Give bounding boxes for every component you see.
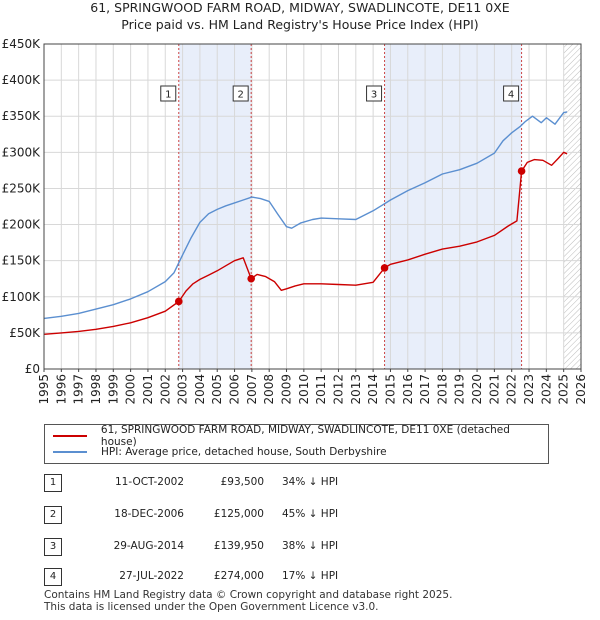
x-tick-label: 2005 (210, 374, 224, 405)
x-tick-label: 2024 (539, 374, 553, 405)
chart-title: 61, SPRINGWOOD FARM ROAD, MIDWAY, SWADLI… (90, 0, 510, 15)
sale-label-box-4 (503, 85, 520, 102)
sale-point-1 (174, 297, 183, 306)
sale-label-box-1 (160, 85, 177, 102)
legend-entry-price: 61, SPRINGWOOD FARM ROAD, MIDWAY, SWADLI… (53, 424, 548, 448)
x-tick-label: 1995 (37, 374, 51, 405)
x-tick-label: 2003 (176, 374, 190, 405)
transaction-price: £93,500 (220, 476, 264, 488)
sale-point-4 (517, 167, 526, 175)
legend-entry-hpi: HPI: Average price, detached house, Sout… (53, 444, 387, 460)
legend-swatch-price (53, 435, 87, 437)
transaction-number: 2 (44, 506, 62, 524)
x-tick-label: 2002 (158, 374, 172, 405)
y-tick-label: £250K (2, 181, 42, 195)
legend-label-hpi: HPI: Average price, detached house, Sout… (101, 446, 387, 458)
transaction-number: 4 (44, 568, 62, 586)
x-tick-label: 2007 (245, 374, 259, 405)
x-tick-label: 2020 (470, 374, 484, 405)
y-tick-label: £150K (2, 254, 42, 268)
sale-label-box-2 (232, 85, 249, 102)
x-tick-label: 2004 (193, 374, 207, 405)
price-chart: 1 2 3 4 £0 £50K £100K £150K £200K £250K £300K £350K… (2, 37, 588, 405)
x-tick-label: 1996 (54, 374, 68, 405)
table-row: 1 11-OCT-2002 £93,500 34% ↓ HPI (44, 474, 444, 492)
legend-label-price: 61, SPRINGWOOD FARM ROAD, MIDWAY, SWADLI… (100, 424, 510, 448)
y-tick-label: £400K (2, 73, 42, 87)
sale-label-box-3 (366, 85, 383, 102)
y-tick-label: £50K (9, 326, 41, 340)
x-tick-label: 2017 (418, 374, 432, 405)
transaction-hpi-diff: 38% ↓ HPI (282, 540, 339, 552)
sale-label-3: 3 (371, 90, 377, 101)
transaction-number: 3 (44, 538, 62, 556)
x-tick-label: 2006 (228, 374, 242, 405)
x-tick-label: 2012 (331, 374, 345, 405)
x-tick-label: 2013 (349, 374, 363, 405)
transaction-date: 29-AUG-2014 (113, 540, 184, 552)
x-tick-label: 2023 (522, 374, 536, 405)
table-row: 2 18-DEC-2006 £125,000 45% ↓ HPI (44, 506, 444, 524)
x-tick-label: 1999 (106, 374, 120, 405)
x-tick-label: 2001 (141, 374, 155, 405)
plot-frame (43, 43, 582, 370)
footer: Contains HM Land Registry data © Crown c… (44, 589, 452, 613)
shaded-range-2 (384, 44, 522, 369)
sale-label-2: 2 (237, 90, 243, 101)
x-tick-label: 2014 (366, 374, 380, 405)
x-tick-label: 1998 (89, 374, 103, 405)
x-tick-label: 2008 (262, 374, 276, 405)
x-tick-label: 2021 (487, 374, 501, 405)
x-tick-label: 2009 (280, 374, 294, 405)
sale-point-2 (247, 274, 255, 283)
transaction-hpi-diff: 45% ↓ HPI (282, 508, 339, 520)
transaction-date: 18-DEC-2006 (114, 508, 184, 520)
x-tick-label: 2025 (557, 374, 571, 405)
sale-label-1: 1 (165, 90, 171, 101)
x-tick-label: 2000 (124, 374, 138, 405)
y-tick-label: £100K (2, 290, 42, 304)
legend-swatch-hpi (53, 451, 87, 453)
sale-point-3 (380, 264, 389, 272)
x-tick-label: 2010 (297, 374, 311, 405)
transaction-hpi-diff: 34% ↓ HPI (282, 476, 339, 488)
hpi-line (43, 111, 568, 320)
x-tick-label: 2015 (383, 374, 397, 405)
chart-subtitle: Price paid vs. HM Land Registry's House … (121, 17, 479, 32)
x-tick-label: 2011 (314, 374, 328, 405)
chart-legend: 61, SPRINGWOOD FARM ROAD, MIDWAY, SWADLI… (44, 424, 549, 464)
y-tick-label: £350K (2, 109, 42, 123)
y-tick-label: £0 (25, 362, 40, 376)
price-paid-line (43, 151, 568, 335)
transaction-price: £139,950 (213, 540, 264, 552)
transaction-hpi-diff: 17% ↓ HPI (282, 570, 339, 582)
x-tick-label: 2018 (435, 374, 449, 405)
transaction-number: 1 (44, 474, 62, 492)
forecast-hatch (563, 44, 581, 369)
footer-copyright: Contains HM Land Registry data © Crown c… (44, 589, 453, 601)
x-tick-label: 2016 (401, 374, 415, 405)
transaction-date: 11-OCT-2002 (115, 476, 184, 488)
x-tick-label: 1997 (72, 374, 86, 405)
table-row: 4 27-JUL-2022 £274,000 17% ↓ HPI (44, 568, 444, 586)
table-row: 3 29-AUG-2014 £139,950 38% ↓ HPI (44, 538, 444, 556)
y-tick-label: £450K (2, 37, 42, 51)
sale-label-4: 4 (508, 90, 514, 101)
x-tick-label: 2026 (574, 374, 588, 405)
transaction-price: £274,000 (213, 570, 264, 582)
y-tick-label: £300K (2, 145, 42, 159)
y-tick-label: £200K (2, 218, 42, 232)
transaction-price: £125,000 (213, 508, 264, 520)
x-tick-label: 2019 (453, 374, 467, 405)
transaction-date: 27-JUL-2022 (119, 570, 184, 582)
x-tick-label: 2022 (505, 374, 519, 405)
footer-licence: This data is licensed under the Open Gov… (44, 601, 379, 613)
